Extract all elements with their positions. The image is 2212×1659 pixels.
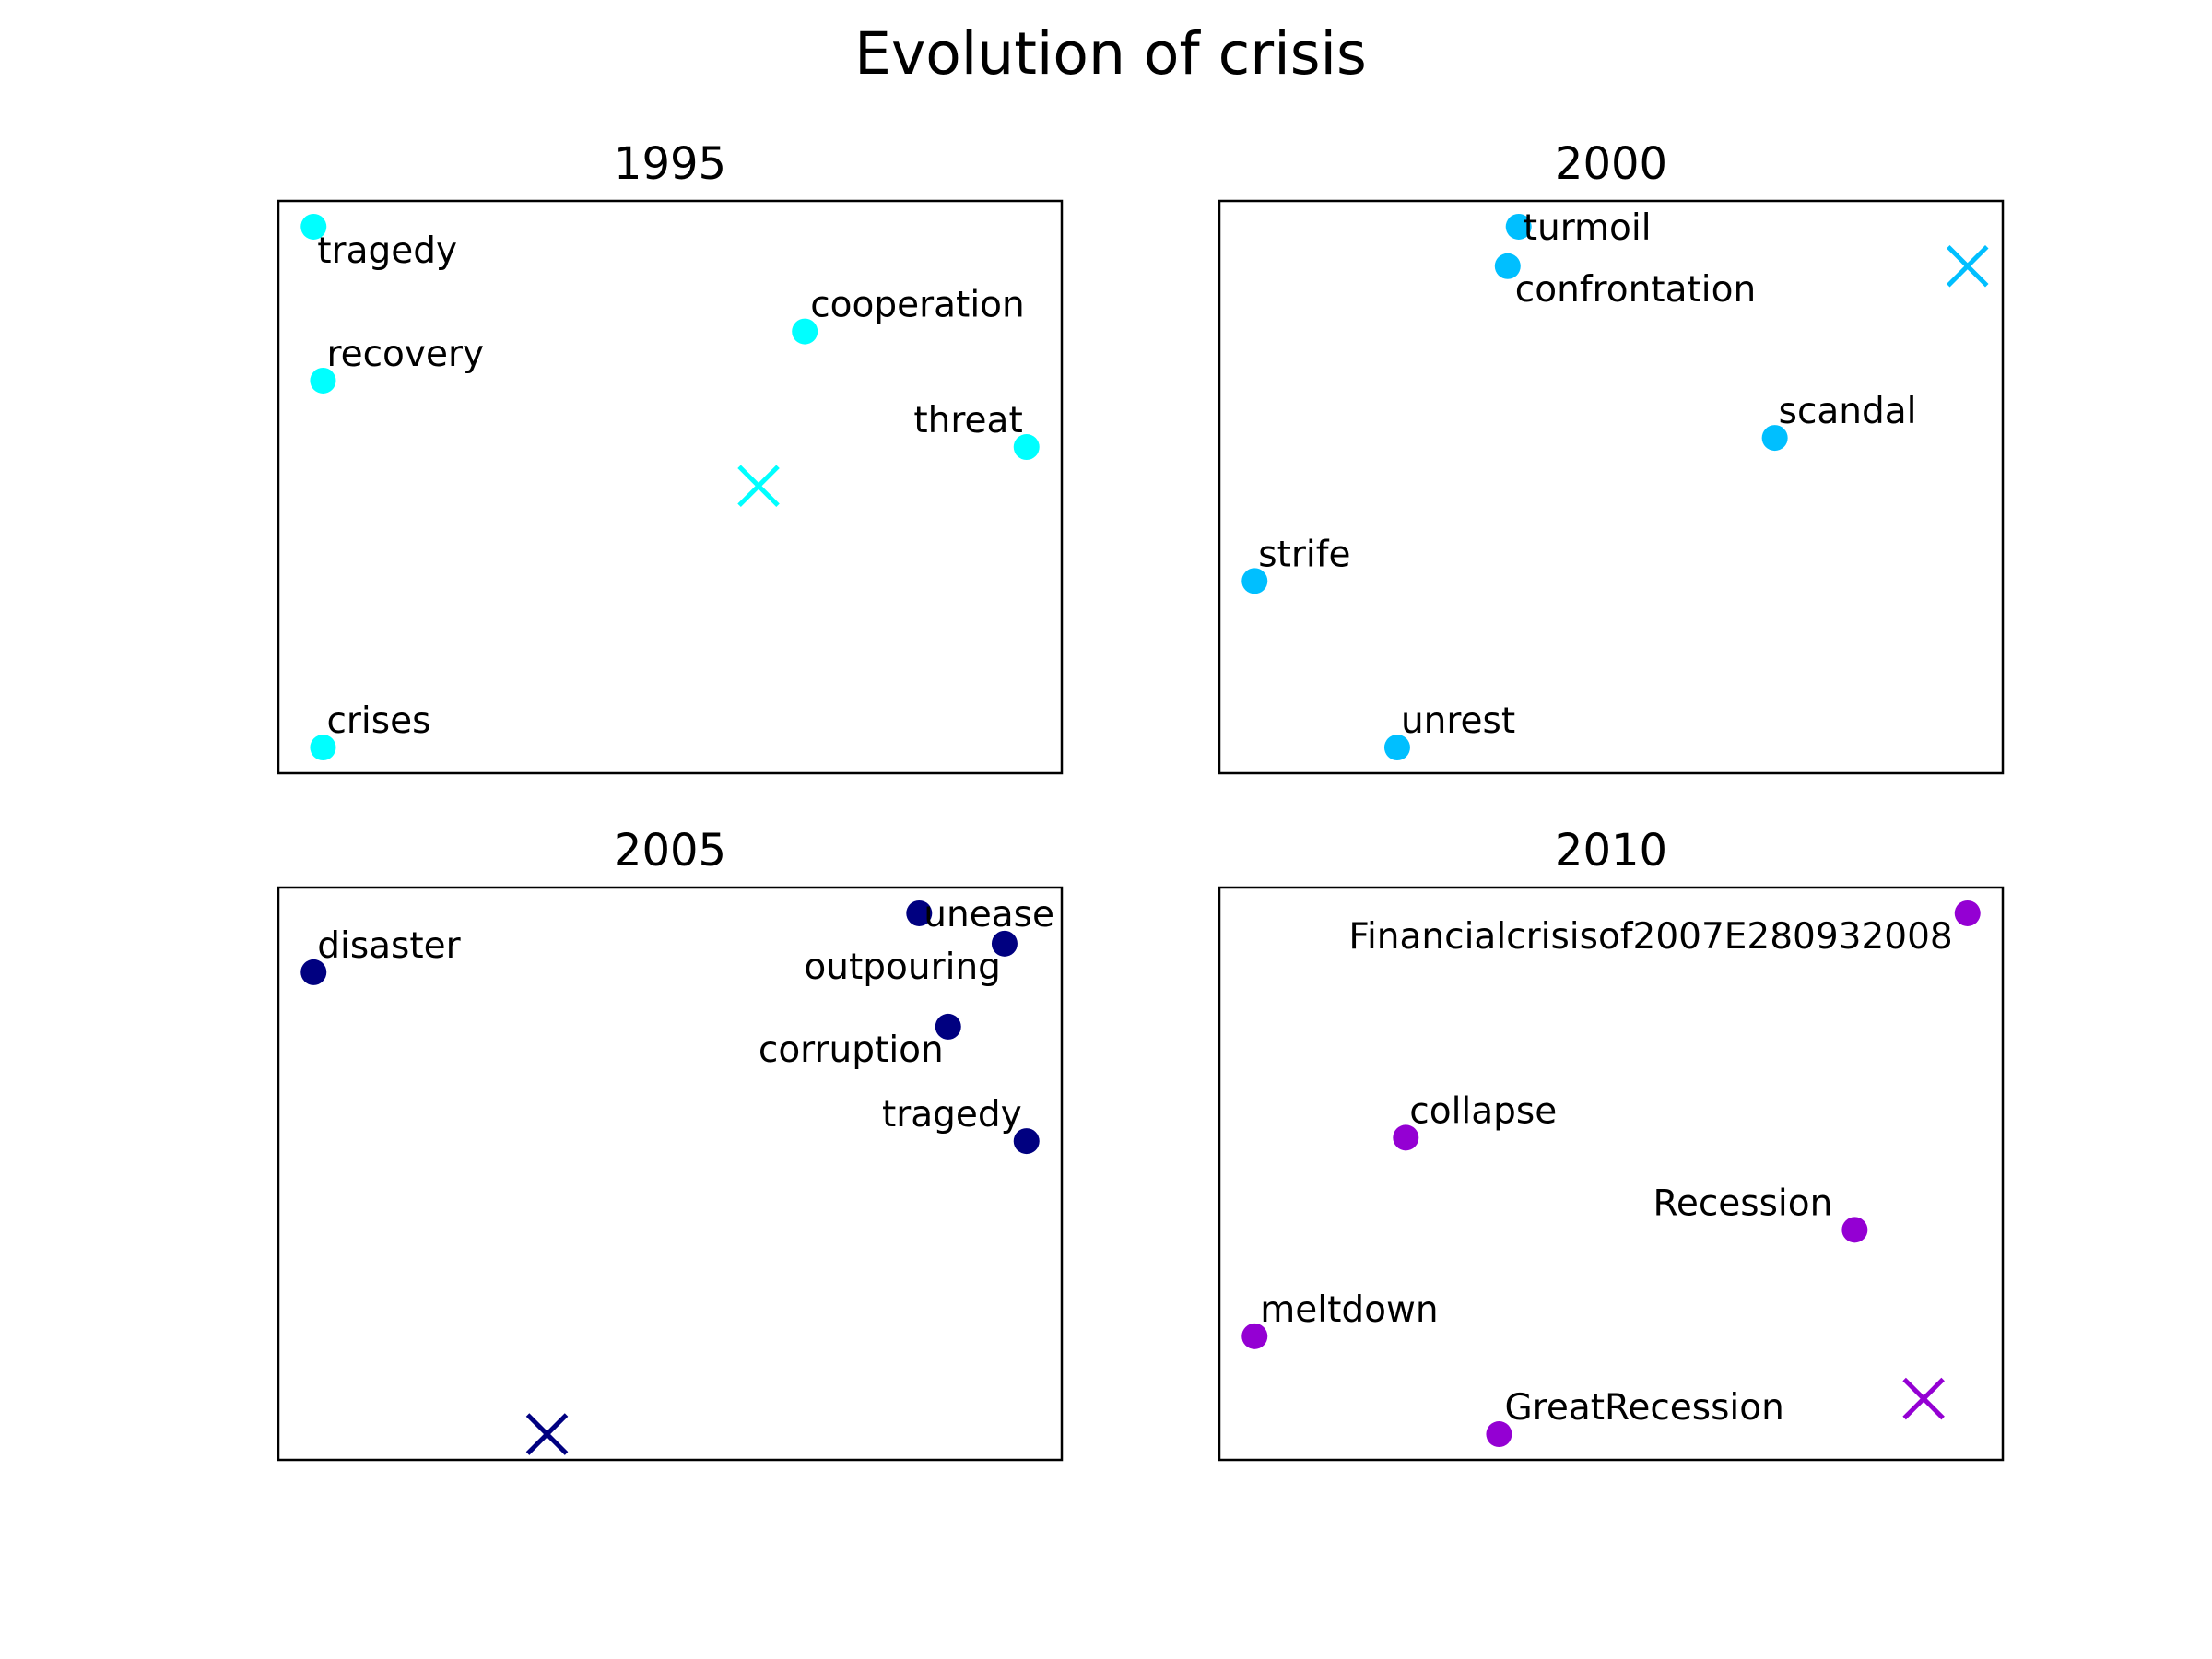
data-point: [1013, 1128, 1040, 1155]
subplot-title: 1995: [614, 138, 726, 190]
point-label: strife: [1258, 534, 1350, 575]
x-marker-stroke: [1902, 1377, 1945, 1420]
axes-frame: [276, 199, 1064, 775]
axes-frame: [1218, 199, 2005, 775]
data-point: [935, 1013, 961, 1040]
point-label: recovery: [326, 334, 484, 375]
point-label: Financialcrisisof2007E280932008: [1348, 916, 1952, 958]
data-point: [1486, 1421, 1512, 1448]
subplot-title: 2010: [1555, 825, 1667, 877]
point-label: confrontation: [1515, 269, 1756, 311]
data-point: [1505, 213, 1532, 240]
data-point: [300, 959, 327, 985]
point-label: tragedy: [882, 1094, 1022, 1135]
data-point: [991, 930, 1018, 957]
x-marker-stroke: [737, 465, 780, 508]
data-point: [1383, 735, 1410, 761]
subplot-2010: 2010 Financialcrisisof2007E280932008 colla…: [1218, 825, 2005, 1462]
data-point: [310, 735, 336, 761]
target-x-marker: [1902, 1377, 1945, 1420]
point-label: crises: [326, 700, 430, 742]
data-point: [310, 367, 336, 394]
x-marker-stroke: [1946, 245, 1989, 288]
data-point: [1241, 568, 1268, 594]
axes-frame: [276, 886, 1064, 1462]
point-label: threat: [913, 400, 1022, 441]
data-point: [1761, 425, 1788, 452]
subplot-title: 2005: [614, 825, 726, 877]
target-x-marker: [737, 465, 780, 508]
x-marker-stroke: [525, 1413, 569, 1455]
point-label: GreatRecession: [1504, 1387, 1783, 1429]
point-label: collapse: [1409, 1090, 1557, 1132]
subplot-2005: 2005 unease outpouring disaster corruption tr…: [276, 825, 1064, 1462]
point-label: Recession: [1653, 1182, 1833, 1224]
subplot-grid: 1995 tragedy cooperation recovery threat cris…: [276, 138, 2005, 1462]
subplot-title: 2000: [1555, 138, 1667, 190]
point-label: turmoil: [1524, 207, 1652, 249]
point-label: outpouring: [804, 947, 1001, 988]
point-label: disaster: [317, 925, 461, 967]
subplot-1995: 1995 tragedy cooperation recovery threat cris…: [276, 138, 1064, 775]
point-label: scandal: [1779, 391, 1917, 432]
target-x-marker: [525, 1413, 569, 1455]
point-label: cooperation: [810, 285, 1025, 326]
data-point: [1494, 253, 1521, 279]
data-point: [1241, 1323, 1268, 1349]
subplot-2000: 2000 turmoil confrontation scandal strife unr…: [1218, 138, 2005, 775]
data-point: [1013, 434, 1040, 461]
data-point: [1393, 1124, 1419, 1151]
data-point: [300, 213, 327, 240]
data-point: [1841, 1217, 1868, 1243]
data-point: [1954, 900, 1981, 926]
data-point: [906, 900, 933, 926]
axes-frame: [1218, 886, 2005, 1462]
data-point: [792, 318, 818, 345]
point-label: unrest: [1401, 700, 1515, 742]
point-label: corruption: [759, 1030, 944, 1071]
point-label: meltdown: [1260, 1289, 1438, 1331]
target-x-marker: [1946, 245, 1989, 288]
point-label: tragedy: [317, 230, 457, 272]
chart-title: Evolution of crisis: [854, 20, 1367, 88]
point-label: unease: [924, 894, 1054, 935]
